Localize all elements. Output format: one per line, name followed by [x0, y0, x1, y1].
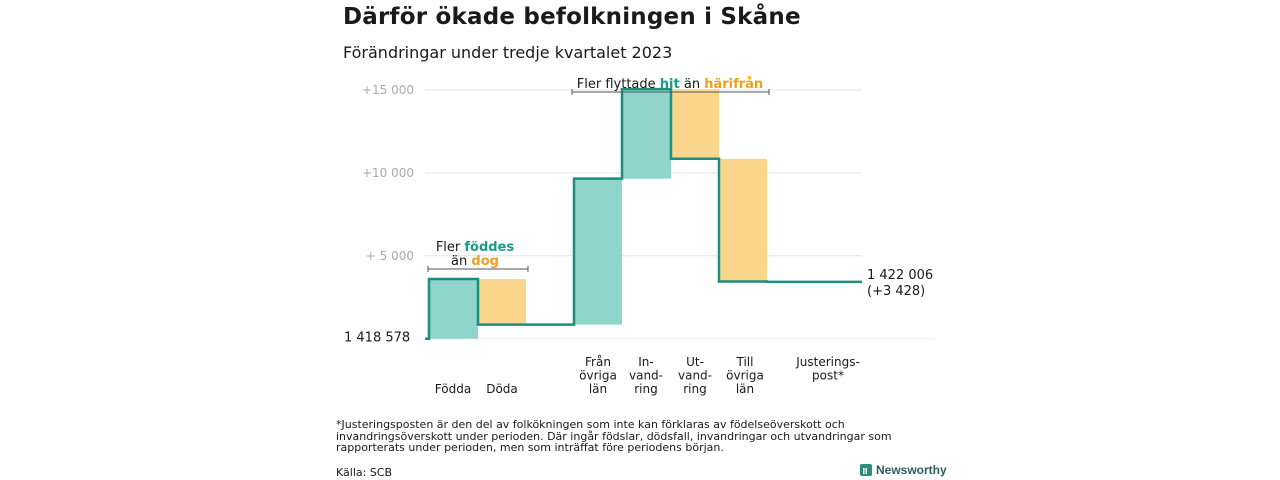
category-label: vand- [678, 369, 712, 383]
category-label: Justerings- [795, 355, 860, 369]
migration-annotation: Fler flyttade hit än härifrån [577, 77, 763, 92]
category-label: övriga [726, 369, 764, 383]
category-label: övriga [579, 369, 617, 383]
end-change-label: (+3 428) [867, 284, 925, 299]
bar-utvandring [671, 89, 719, 159]
category-label: län [589, 382, 607, 396]
source-label: Källa: SCB [336, 466, 393, 479]
bar-födda [429, 279, 478, 339]
category-label: Födda [435, 382, 471, 396]
category-label: In- [638, 355, 653, 369]
chart-subtitle: Förändringar under tredje kvartalet 2023 [343, 43, 673, 62]
category-label: Ut- [686, 355, 704, 369]
y-tick-label: +15 000 [362, 83, 414, 97]
brand-logo: Newsworthy [860, 463, 947, 477]
bar-invandring [622, 89, 671, 179]
category-label: Till [736, 355, 754, 369]
category-label: post* [812, 369, 844, 383]
y-tick-label: +10 000 [362, 166, 414, 180]
step-line [425, 87, 862, 340]
category-label: Från [585, 355, 611, 369]
y-tick-label: + 5 000 [366, 249, 414, 263]
category-label: ring [683, 382, 707, 396]
births-annotation-line2: än dog [451, 254, 499, 269]
end-value-label: 1 422 006 [867, 268, 933, 283]
births-annotation-line1: Fler föddes [436, 240, 515, 255]
category-label: Döda [486, 382, 518, 396]
bar-döda [478, 279, 526, 325]
chart-title: Därför ökade befolkningen i Skåne [343, 4, 801, 30]
bar-chart-icon [860, 464, 872, 476]
start-value-label: 1 418 578 [344, 331, 410, 346]
category-label: vand- [629, 369, 663, 383]
bar-tillövrigalän [719, 158, 767, 282]
category-label: län [736, 382, 754, 396]
footnote: *Justeringsposten är den del av folkökni… [336, 418, 892, 454]
bar-frånövrigalän [574, 178, 622, 325]
category-label: ring [634, 382, 658, 396]
brand-name: Newsworthy [876, 463, 947, 477]
